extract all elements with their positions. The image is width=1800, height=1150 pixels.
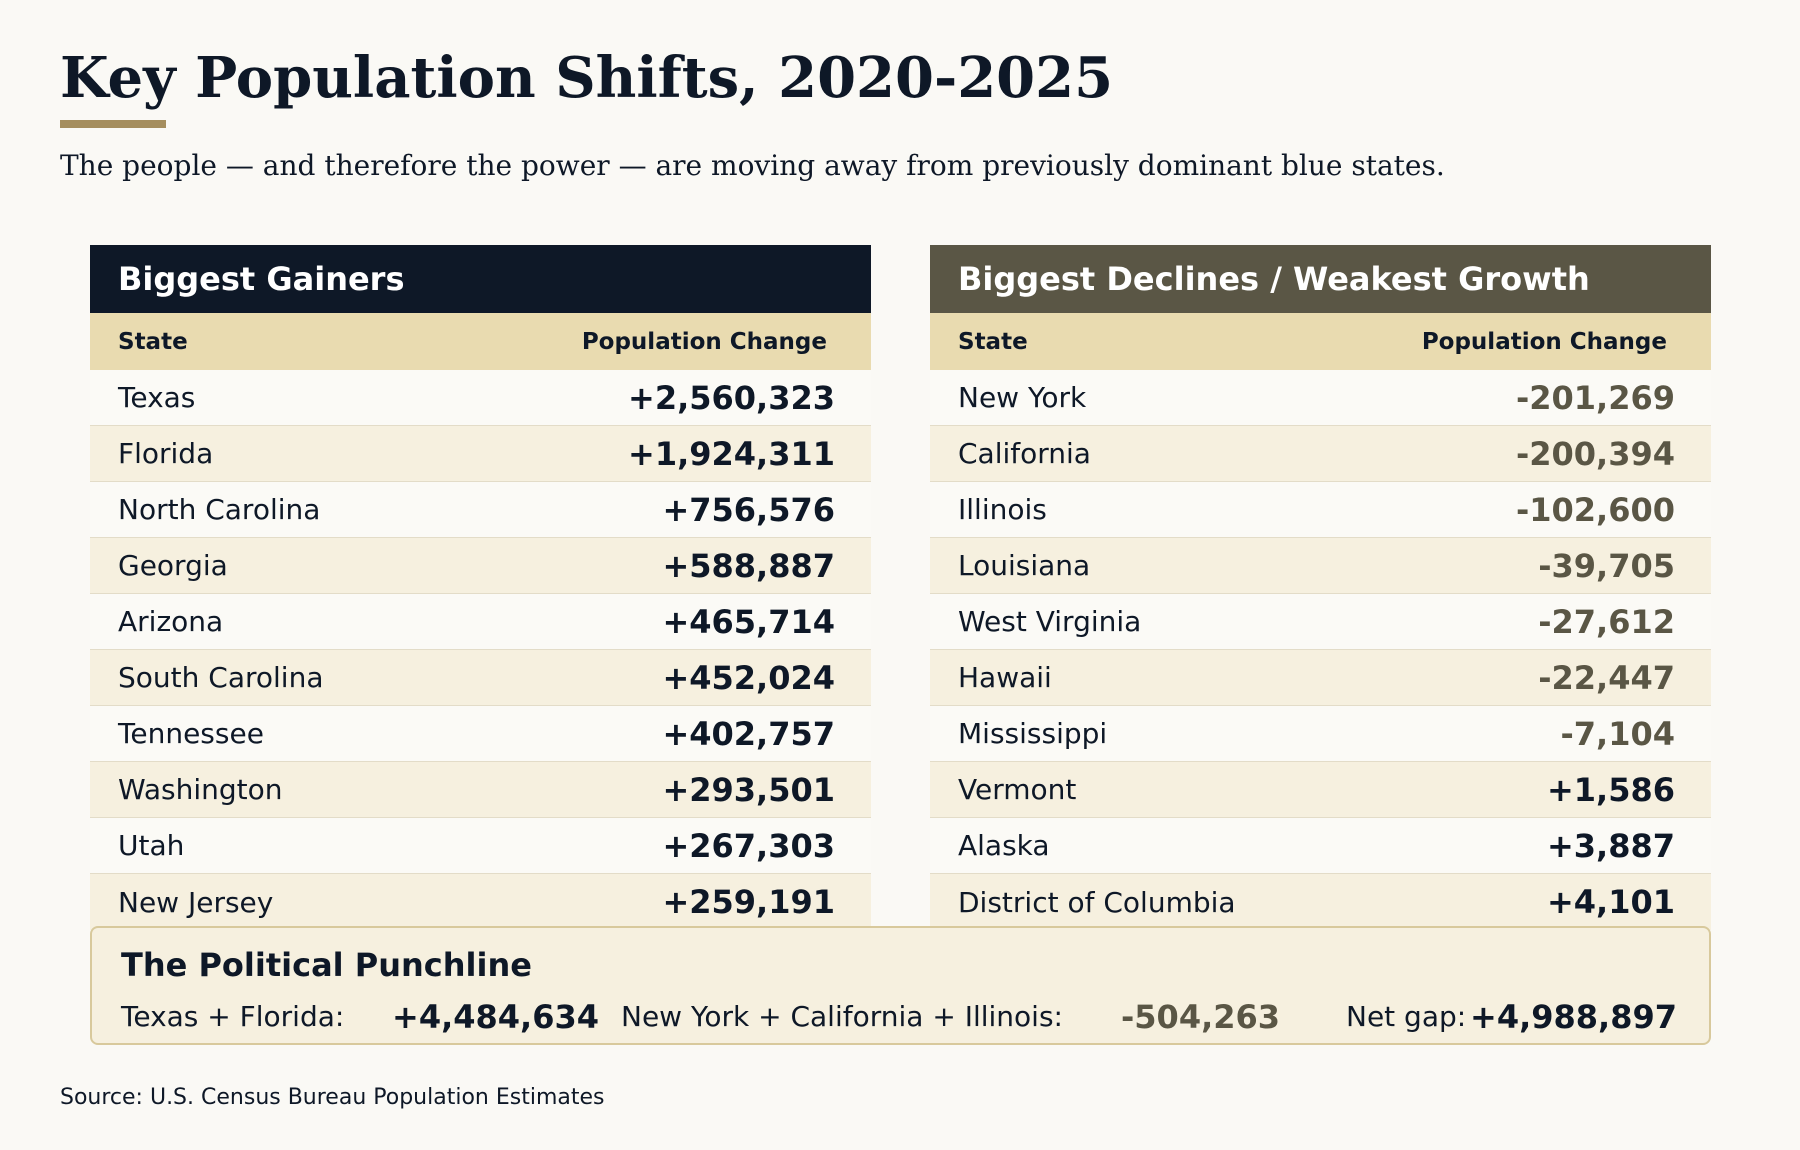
source-note: Source: U.S. Census Bureau Population Es… bbox=[60, 1085, 605, 1110]
decliners-table-title: Biggest Declines / Weakest Growth bbox=[930, 245, 1711, 313]
gainers-change-cell: +293,501 bbox=[662, 770, 835, 809]
decliners-change-cell: -39,705 bbox=[1538, 546, 1675, 585]
gainers-state-cell: Washington bbox=[118, 773, 283, 806]
gainers-table-row: New Jersey +259,191 bbox=[90, 874, 871, 930]
decliners-change-column-header: Population Change bbox=[1421, 328, 1667, 355]
gainers-table-row: Utah +267,303 bbox=[90, 818, 871, 874]
gainers-state-cell: Florida bbox=[118, 437, 214, 470]
decliners-state-cell: Alaska bbox=[958, 829, 1050, 862]
decliners-change-cell: -27,612 bbox=[1538, 602, 1675, 641]
gainers-state-cell: Texas bbox=[118, 381, 196, 414]
decliners-state-cell: West Virginia bbox=[958, 605, 1142, 638]
decliners-table-row: West Virginia -27,612 bbox=[930, 594, 1711, 650]
gainers-table-row: South Carolina +452,024 bbox=[90, 650, 871, 706]
gainers-rows: Texas +2,560,323 Florida +1,924,311 North Ca… bbox=[90, 370, 871, 930]
decliners-change-cell: +3,887 bbox=[1546, 826, 1675, 865]
gainers-change-cell: +402,757 bbox=[662, 714, 835, 753]
decliners-table: Biggest Declines / Weakest Growth State … bbox=[930, 245, 1711, 930]
gainers-table-row: North Carolina +756,576 bbox=[90, 482, 871, 538]
decliners-change-cell: -102,600 bbox=[1515, 490, 1675, 529]
decliners-change-cell: -200,394 bbox=[1515, 434, 1675, 473]
gainers-table: Biggest Gainers State Population Change … bbox=[90, 245, 871, 930]
net-gap-value: +4,988,897 bbox=[1470, 998, 1677, 1036]
gainers-change-cell: +259,191 bbox=[662, 883, 835, 921]
gainers-state-cell: South Carolina bbox=[118, 661, 324, 694]
decliners-table-row: Vermont +1,586 bbox=[930, 762, 1711, 818]
decliners-change-cell: -201,269 bbox=[1515, 378, 1675, 417]
decliners-change-cell: -7,104 bbox=[1560, 714, 1676, 753]
gainers-state-cell: Tennessee bbox=[118, 717, 264, 750]
title-underline bbox=[60, 120, 166, 128]
gainers-change-cell: +1,924,311 bbox=[628, 434, 835, 473]
ny-ca-il-label: New York + California + Illinois: bbox=[621, 1000, 1063, 1033]
gainers-state-cell: New Jersey bbox=[118, 885, 274, 919]
gainers-column-headers: State Population Change bbox=[90, 313, 871, 370]
decliners-state-cell: Vermont bbox=[958, 773, 1077, 806]
page-title: Key Population Shifts, 2020-2025 bbox=[60, 45, 1114, 111]
gainers-change-cell: +465,714 bbox=[662, 602, 835, 641]
decliners-table-row: Alaska +3,887 bbox=[930, 818, 1711, 874]
decliners-change-cell: +4,101 bbox=[1546, 883, 1675, 921]
decliners-state-cell: Mississippi bbox=[958, 717, 1108, 750]
gainers-change-cell: +756,576 bbox=[662, 490, 835, 529]
gainers-change-cell: +267,303 bbox=[662, 826, 835, 865]
decliners-table-row: Louisiana -39,705 bbox=[930, 538, 1711, 594]
decliners-state-cell: Louisiana bbox=[958, 549, 1091, 582]
decliners-state-column-header: State bbox=[958, 328, 1028, 355]
decliners-change-cell: +1,586 bbox=[1546, 770, 1675, 809]
gainers-change-cell: +588,887 bbox=[662, 546, 835, 585]
decliners-table-row: Hawaii -22,447 bbox=[930, 650, 1711, 706]
decliners-state-cell: Illinois bbox=[958, 493, 1047, 526]
decliners-table-row: Illinois -102,600 bbox=[930, 482, 1711, 538]
gainers-state-cell: Arizona bbox=[118, 605, 224, 638]
decliners-table-row: New York -201,269 bbox=[930, 370, 1711, 426]
gainers-table-title: Biggest Gainers bbox=[90, 245, 871, 313]
texas-florida-label: Texas + Florida: bbox=[121, 1000, 345, 1033]
decliners-state-cell: Hawaii bbox=[958, 661, 1052, 694]
gainers-state-column-header: State bbox=[118, 328, 188, 355]
decliners-state-cell: New York bbox=[958, 381, 1087, 414]
decliners-state-cell: District of Columbia bbox=[958, 885, 1236, 919]
gainers-table-row: Georgia +588,887 bbox=[90, 538, 871, 594]
ny-ca-il-value: -504,263 bbox=[1121, 998, 1281, 1036]
punchline-title: The Political Punchline bbox=[121, 946, 532, 984]
gainers-state-cell: Georgia bbox=[118, 549, 228, 582]
gainers-table-row: Texas +2,560,323 bbox=[90, 370, 871, 426]
gainers-state-cell: Utah bbox=[118, 829, 185, 862]
gainers-change-cell: +452,024 bbox=[662, 658, 835, 697]
gainers-table-row: Florida +1,924,311 bbox=[90, 426, 871, 482]
page-subtitle: The people — and therefore the power — a… bbox=[60, 149, 1445, 182]
decliners-state-cell: California bbox=[958, 437, 1091, 470]
decliners-column-headers: State Population Change bbox=[930, 313, 1711, 370]
gainers-change-column-header: Population Change bbox=[581, 328, 827, 355]
net-gap-label: Net gap: bbox=[1346, 1000, 1467, 1033]
gainers-change-cell: +2,560,323 bbox=[628, 378, 835, 417]
decliners-table-row: California -200,394 bbox=[930, 426, 1711, 482]
decliners-table-row: District of Columbia +4,101 bbox=[930, 874, 1711, 930]
political-punchline-box: The Political Punchline Texas + Florida:… bbox=[90, 926, 1711, 1045]
gainers-table-row: Tennessee +402,757 bbox=[90, 706, 871, 762]
gainers-state-cell: North Carolina bbox=[118, 493, 321, 526]
gainers-table-row: Arizona +465,714 bbox=[90, 594, 871, 650]
gainers-table-row: Washington +293,501 bbox=[90, 762, 871, 818]
decliners-rows: New York -201,269 California -200,394 Illino… bbox=[930, 370, 1711, 930]
texas-florida-value: +4,484,634 bbox=[392, 998, 599, 1036]
decliners-change-cell: -22,447 bbox=[1538, 658, 1675, 697]
decliners-table-row: Mississippi -7,104 bbox=[930, 706, 1711, 762]
